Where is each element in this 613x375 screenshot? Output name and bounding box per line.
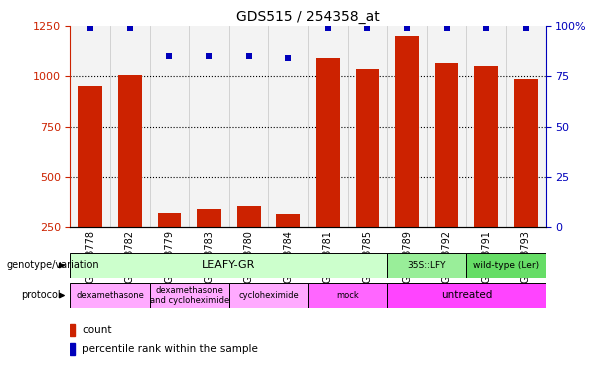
- Bar: [474, 66, 498, 227]
- Bar: [466, 253, 546, 278]
- Bar: [118, 75, 142, 227]
- Bar: [395, 36, 419, 227]
- Bar: [70, 26, 110, 227]
- Bar: [268, 26, 308, 227]
- Bar: [197, 209, 221, 227]
- Text: count: count: [82, 325, 112, 335]
- Text: untreated: untreated: [441, 291, 492, 300]
- Bar: [78, 87, 102, 227]
- Text: mock: mock: [337, 291, 359, 300]
- Bar: [189, 26, 229, 227]
- Bar: [387, 26, 427, 227]
- Text: LEAFY-GR: LEAFY-GR: [202, 261, 256, 270]
- Bar: [387, 253, 466, 278]
- Bar: [229, 26, 268, 227]
- Text: genotype/variation: genotype/variation: [6, 261, 99, 270]
- Title: GDS515 / 254358_at: GDS515 / 254358_at: [236, 10, 380, 24]
- Bar: [229, 283, 308, 308]
- Text: percentile rank within the sample: percentile rank within the sample: [82, 344, 258, 354]
- Bar: [237, 206, 261, 227]
- Bar: [308, 26, 348, 227]
- Bar: [427, 26, 466, 227]
- Text: dexamethasone
and cycloheximide: dexamethasone and cycloheximide: [150, 286, 229, 305]
- Bar: [70, 253, 387, 278]
- Bar: [435, 63, 459, 227]
- Bar: [70, 283, 150, 308]
- Bar: [466, 26, 506, 227]
- Text: wild-type (Ler): wild-type (Ler): [473, 261, 539, 270]
- Bar: [506, 26, 546, 227]
- Bar: [348, 26, 387, 227]
- Bar: [110, 26, 150, 227]
- Text: protocol: protocol: [21, 291, 61, 300]
- Bar: [514, 80, 538, 227]
- Text: cycloheximide: cycloheximide: [238, 291, 299, 300]
- Bar: [150, 26, 189, 227]
- Bar: [70, 324, 75, 336]
- Bar: [276, 214, 300, 227]
- Text: 35S::LFY: 35S::LFY: [408, 261, 446, 270]
- Bar: [158, 213, 181, 227]
- Bar: [70, 343, 75, 355]
- Bar: [356, 69, 379, 227]
- Bar: [150, 283, 229, 308]
- Text: dexamethasone: dexamethasone: [76, 291, 144, 300]
- Bar: [316, 58, 340, 227]
- Bar: [308, 283, 387, 308]
- Bar: [387, 283, 546, 308]
